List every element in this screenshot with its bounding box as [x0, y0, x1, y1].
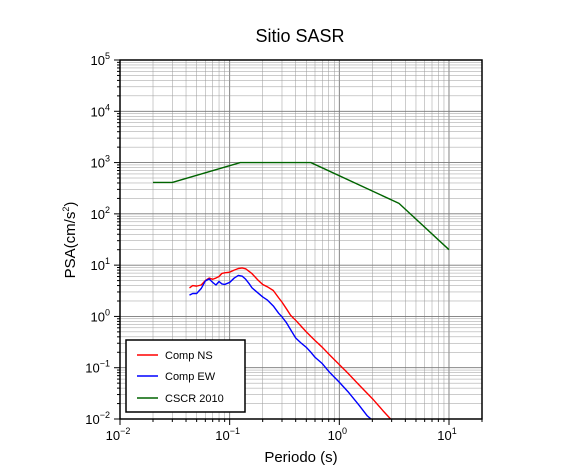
- y-tick-label: 102: [91, 205, 110, 222]
- y-axis-label-tail: ): [62, 202, 79, 207]
- axis-ticks: [114, 59, 483, 425]
- legend-label-ew: Comp EW: [165, 371, 216, 383]
- y-tick-label: 104: [91, 102, 110, 119]
- y-axis-label: PSA(cm/s2): [61, 202, 79, 279]
- x-tick-label-base: 10: [106, 428, 120, 443]
- y-tick-label-base: 10: [85, 412, 99, 427]
- y-tick-label: 100: [91, 307, 110, 324]
- plot-frame: [119, 59, 483, 420]
- y-tick-label-base: 10: [91, 104, 105, 119]
- y-tick-label-exponent: 5: [105, 51, 110, 61]
- x-axis-label: Periodo (s): [264, 449, 337, 466]
- x-tick-label: 10−1: [215, 426, 240, 443]
- chart-title: Sitio SASR: [255, 26, 344, 46]
- legend-label-ns: Comp NS: [165, 350, 213, 362]
- x-tick-label: 10−2: [106, 426, 131, 443]
- y-tick-label-exponent: 1: [105, 256, 110, 266]
- x-tick-label-exponent: 1: [452, 426, 457, 436]
- y-tick-label-base: 10: [85, 361, 99, 376]
- y-tick-label-base: 10: [91, 309, 105, 324]
- y-tick-label: 10−1: [85, 359, 110, 376]
- y-tick-label-exponent: 0: [105, 307, 110, 317]
- y-tick-label: 10−2: [85, 410, 110, 427]
- x-tick-label-base: 10: [437, 428, 451, 443]
- y-tick-label-base: 10: [91, 258, 105, 273]
- series-cscr-2010-line: [153, 161, 450, 251]
- legend-label-cscr: CSCR 2010: [165, 393, 224, 405]
- y-axis-label-base: PSA(cm/s: [62, 212, 79, 279]
- x-tick-label-exponent: 0: [342, 426, 347, 436]
- x-tick-label-base: 10: [328, 428, 342, 443]
- y-tick-label-base: 10: [91, 53, 105, 68]
- y-tick-label: 105: [91, 51, 110, 68]
- y-tick-label-exponent: 3: [105, 154, 110, 164]
- y-tick-label: 101: [91, 256, 110, 273]
- x-tick-label-exponent: −2: [120, 426, 130, 436]
- series-comp-ns-line: [189, 267, 392, 419]
- y-tick-label-exponent: −2: [100, 410, 110, 420]
- series-comp-ew-line: [189, 274, 373, 419]
- y-tick-label-exponent: 2: [105, 205, 110, 215]
- x-tick-labels: 10−2 10−1 100 101: [106, 426, 457, 443]
- x-tick-label: 100: [328, 426, 347, 443]
- y-axis-label-superscript: 2: [61, 207, 71, 212]
- y-tick-label-base: 10: [91, 207, 105, 222]
- x-tick-label: 101: [437, 426, 456, 443]
- data-series: [153, 161, 450, 419]
- y-tick-label-exponent: 4: [105, 102, 110, 112]
- x-tick-label-base: 10: [215, 428, 229, 443]
- y-tick-label-exponent: −1: [100, 359, 110, 369]
- y-tick-label: 103: [91, 154, 110, 171]
- legend: Comp NS Comp EW CSCR 2010: [125, 339, 246, 413]
- y-tick-label-base: 10: [91, 156, 105, 171]
- x-tick-label-exponent: −1: [230, 426, 240, 436]
